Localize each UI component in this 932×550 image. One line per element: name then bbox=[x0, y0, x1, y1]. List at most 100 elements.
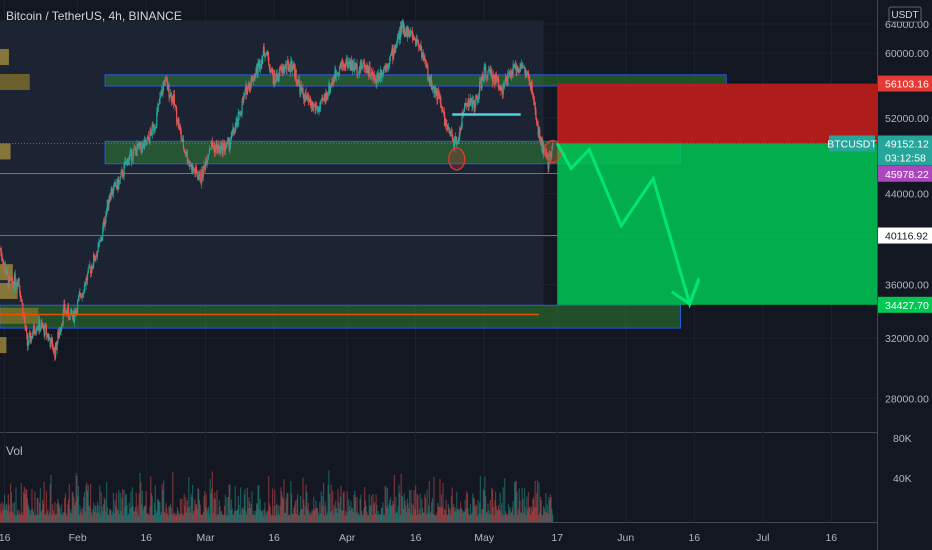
candle-body bbox=[103, 220, 105, 226]
volume-bar bbox=[477, 500, 479, 522]
candle-body bbox=[155, 125, 157, 128]
volume-bar bbox=[549, 494, 552, 522]
volume-bar bbox=[44, 513, 46, 522]
candle-body bbox=[520, 64, 522, 70]
candle-body bbox=[468, 98, 470, 106]
volume-bar bbox=[268, 476, 270, 522]
volume-bar bbox=[63, 512, 65, 522]
volume-bar bbox=[227, 497, 229, 522]
candle-body bbox=[328, 83, 330, 93]
volume-bar bbox=[27, 504, 29, 522]
drawings bbox=[0, 113, 877, 316]
volume-bar bbox=[512, 501, 514, 522]
candle-body bbox=[197, 176, 199, 180]
candle-body bbox=[221, 142, 223, 155]
candle-body bbox=[291, 65, 293, 72]
volume-bar bbox=[19, 513, 21, 522]
volume-bar bbox=[263, 508, 265, 522]
volume-bar bbox=[383, 514, 386, 522]
volume-bar bbox=[79, 505, 81, 522]
countdown-label: 03:12:58 bbox=[885, 153, 926, 165]
currency-label: USDT bbox=[891, 10, 918, 21]
volume-bar bbox=[96, 502, 99, 522]
volume-bar bbox=[175, 513, 177, 522]
candle-body bbox=[338, 73, 340, 76]
candle-body bbox=[13, 274, 16, 289]
candle-body bbox=[456, 140, 459, 144]
volume-bar bbox=[463, 512, 465, 522]
volume-bar bbox=[83, 492, 86, 522]
volume-bar bbox=[316, 508, 319, 522]
candle-body bbox=[367, 66, 369, 74]
candle-body bbox=[413, 36, 415, 38]
volume-bar bbox=[190, 493, 192, 522]
candle-body bbox=[268, 65, 271, 70]
volume-bar bbox=[501, 514, 504, 522]
candle-body bbox=[306, 97, 308, 99]
volume-bar bbox=[441, 507, 443, 522]
volume-bar bbox=[452, 507, 454, 522]
candle-body bbox=[341, 60, 344, 67]
candle-body bbox=[511, 71, 513, 75]
candle-body bbox=[300, 85, 302, 95]
volume-bar bbox=[228, 484, 230, 522]
volume-bar bbox=[507, 515, 509, 522]
candle-body bbox=[481, 75, 483, 89]
candle-body bbox=[387, 64, 389, 68]
volume-bar bbox=[298, 515, 300, 522]
volume-bar bbox=[327, 485, 329, 522]
candle-body bbox=[370, 71, 373, 77]
candle-body bbox=[348, 60, 350, 66]
candle-body bbox=[304, 92, 306, 103]
candle-body bbox=[467, 98, 469, 107]
volume-bar bbox=[286, 492, 288, 522]
candle-body bbox=[33, 325, 35, 333]
volume-bar bbox=[115, 506, 117, 522]
volume-bar bbox=[127, 515, 129, 522]
volume-bar bbox=[241, 509, 243, 522]
currency-button[interactable] bbox=[888, 6, 922, 23]
volume-bar bbox=[16, 509, 19, 522]
volume-bar bbox=[503, 515, 505, 522]
volume-bar bbox=[428, 505, 430, 522]
candle-body bbox=[357, 73, 360, 75]
volume-bar bbox=[348, 499, 350, 522]
volume-bar bbox=[200, 514, 202, 522]
volume-bar bbox=[344, 515, 346, 522]
candle-body bbox=[51, 338, 53, 341]
volume-bar bbox=[416, 493, 418, 522]
candle-body bbox=[280, 68, 282, 71]
candle-body bbox=[256, 66, 258, 74]
candle-body bbox=[487, 71, 489, 75]
volume-bar bbox=[338, 508, 341, 522]
volume-bar bbox=[532, 499, 534, 522]
candle-body bbox=[181, 139, 183, 142]
volume-bar bbox=[235, 510, 237, 522]
volume-bar bbox=[281, 496, 284, 522]
volume-bar bbox=[258, 508, 261, 522]
candle-body bbox=[375, 82, 377, 85]
candle-body bbox=[96, 251, 99, 258]
candle-body bbox=[159, 97, 161, 104]
volume-bar bbox=[367, 515, 370, 522]
candle-body bbox=[478, 93, 480, 100]
volume-bar bbox=[56, 503, 58, 522]
volume-bar bbox=[446, 514, 448, 522]
candle-body bbox=[137, 142, 140, 148]
candle-body bbox=[203, 165, 205, 167]
candle-body bbox=[534, 102, 536, 110]
volume-bar bbox=[74, 502, 76, 522]
candle-body bbox=[531, 82, 533, 94]
volume-bar bbox=[26, 489, 28, 522]
volume-bar bbox=[163, 480, 165, 522]
price-tick-label: 52000.00 bbox=[885, 113, 929, 125]
candle-body bbox=[30, 335, 32, 343]
volume-bar bbox=[45, 514, 47, 522]
candle-body bbox=[82, 293, 84, 294]
candle-body bbox=[37, 327, 39, 329]
candle-body bbox=[491, 69, 493, 75]
volume-bar bbox=[305, 484, 307, 522]
volume-bar bbox=[250, 504, 252, 522]
volume-bar bbox=[386, 487, 389, 522]
